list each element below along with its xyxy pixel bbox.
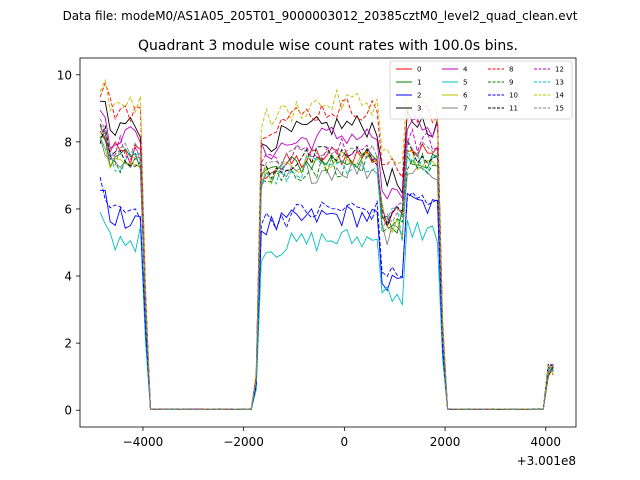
legend-label-10: 10 <box>509 92 518 100</box>
x-tick-label: 0 <box>341 435 349 449</box>
legend-label-6: 6 <box>463 92 468 100</box>
legend-label-5: 5 <box>463 79 467 87</box>
legend-label-2: 2 <box>417 92 421 100</box>
x-tick-label: 2000 <box>430 435 461 449</box>
legend-label-14: 14 <box>555 92 564 100</box>
legend-label-7: 7 <box>463 105 467 113</box>
legend-label-9: 9 <box>509 79 513 87</box>
legend-label-3: 3 <box>417 105 421 113</box>
y-tick-label: 2 <box>64 337 72 351</box>
plot-frame <box>79 57 577 428</box>
legend-label-12: 12 <box>555 66 564 74</box>
legend-label-1: 1 <box>417 79 421 87</box>
y-tick-label: 6 <box>64 202 72 216</box>
legend-label-11: 11 <box>509 105 518 113</box>
legend-frame <box>389 60 573 120</box>
y-tick-label: 8 <box>64 135 72 149</box>
x-tick-label: −2000 <box>223 435 264 449</box>
x-tick-label: −4000 <box>123 435 164 449</box>
series-layer <box>99 78 554 411</box>
legend-label-4: 4 <box>463 66 468 74</box>
series-line-15 <box>99 118 554 411</box>
suptitle: Data file: modeM0/AS1A05_205T01_90000030… <box>63 9 578 23</box>
y-tick-label: 4 <box>64 270 72 284</box>
y-tick-label: 0 <box>64 404 72 418</box>
legend-label-8: 8 <box>509 66 513 74</box>
x-offset-text: +3.001e8 <box>517 454 576 468</box>
legend-label-0: 0 <box>417 66 421 74</box>
legend-label-15: 15 <box>555 105 564 113</box>
y-tick-label: 10 <box>57 68 72 82</box>
chart-title: Quadrant 3 module wise count rates with … <box>138 38 518 54</box>
x-tick-label: 4000 <box>531 435 562 449</box>
legend-label-13: 13 <box>555 79 564 87</box>
